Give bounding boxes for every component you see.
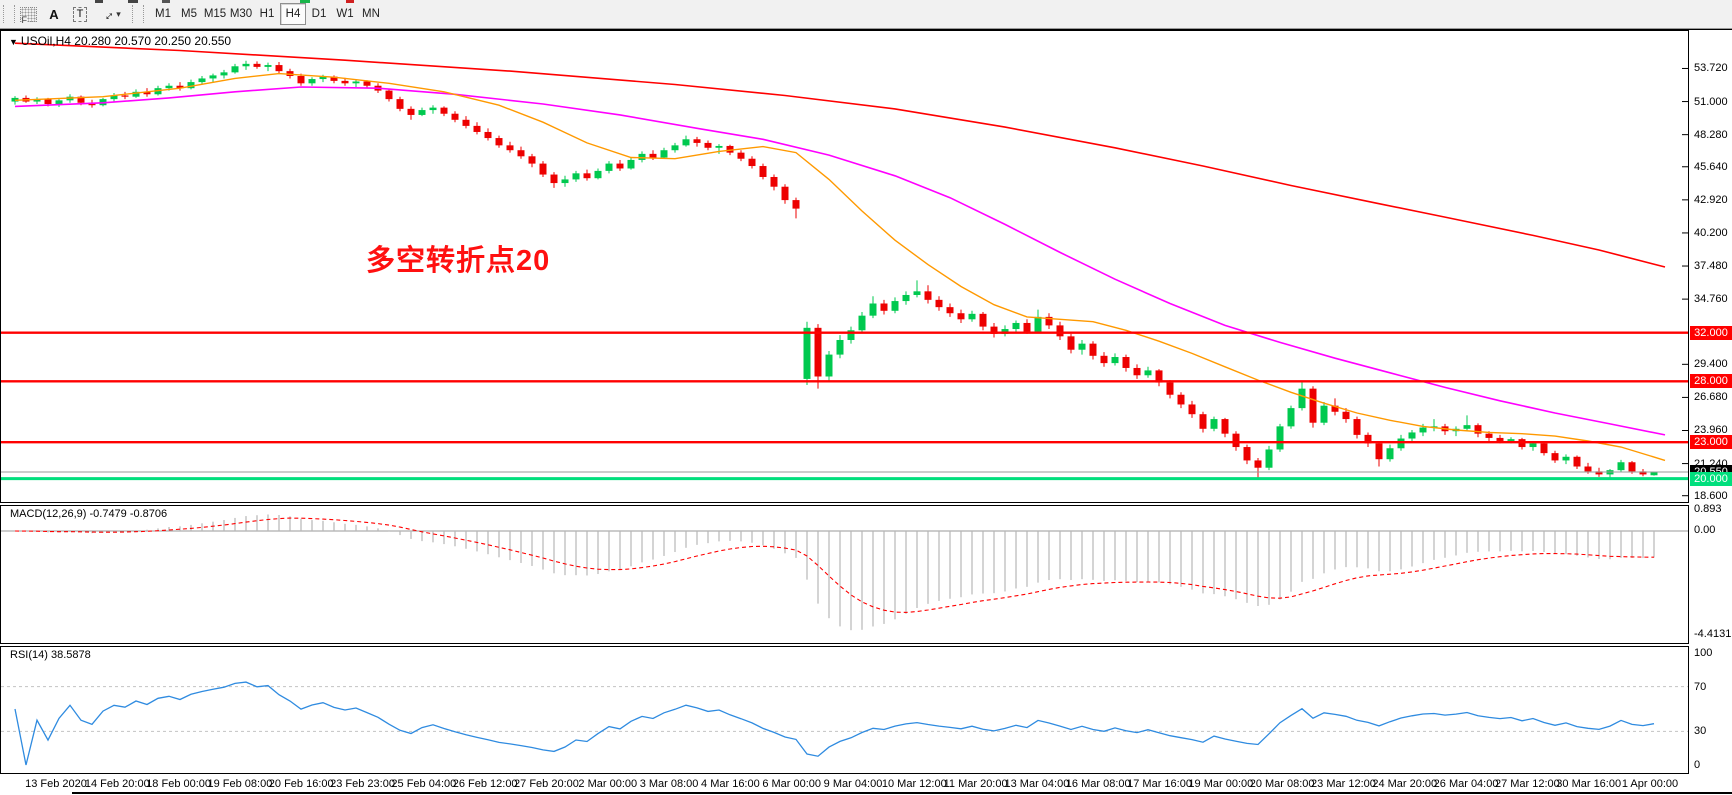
price-axis-tick: 40.200 <box>1694 226 1728 239</box>
time-axis-label: 13 Feb 2020 <box>25 778 87 790</box>
chart-annotation-text[interactable]: 多空转折点20 <box>366 245 551 277</box>
grid-icon: F <box>19 6 37 24</box>
price-axis-tick: 37.480 <box>1694 260 1728 273</box>
time-axis-label: 19 Feb 08:00 <box>207 778 273 790</box>
chevron-down-icon: ▾ <box>116 8 121 19</box>
ohlc-values: 20.280 20.570 20.250 20.550 <box>74 34 232 48</box>
time-axis-label: 20 Feb 16:00 <box>268 778 334 790</box>
time-axis-label: 16 Mar 08:00 <box>1065 778 1131 790</box>
symbol-label: USOil,H4 <box>20 34 71 48</box>
text-box-icon: T <box>72 6 88 22</box>
price-axis-tick: 53.720 <box>1694 62 1728 75</box>
rsi-panel[interactable]: RSI(14) 38.5878 <box>0 646 1689 774</box>
text-a-icon: A <box>49 6 59 22</box>
cutoff-fragment <box>300 0 310 3</box>
time-axis-label: 13 Mar 04:00 <box>1004 778 1070 790</box>
price-axis-tick: 51.000 <box>1694 95 1728 108</box>
macd-axis-tick: 0.00 <box>1694 524 1716 536</box>
time-axis-label: 17 Mar 16:00 <box>1127 778 1192 790</box>
hline-price-badge: 23.000 <box>1690 435 1732 450</box>
diagonal-arrows-icon: ↔ <box>97 4 118 24</box>
timeframe-button-m1[interactable]: M1 <box>155 8 171 20</box>
cutoff-fragment <box>162 0 170 3</box>
time-axis-label: 1 Apr 00:00 <box>1621 778 1679 790</box>
macd-chart[interactable] <box>1 506 1688 643</box>
cutoff-fragment <box>95 0 103 3</box>
time-axis-label: 26 Mar 04:00 <box>1433 778 1499 790</box>
time-axis-label: 19 Mar 00:00 <box>1188 778 1254 790</box>
toolbar-drag-handle[interactable] <box>3 5 15 23</box>
time-axis-label: 23 Mar 12:00 <box>1311 778 1376 790</box>
timeframe-group: M1 M5 M15 M30 H1 H4 D1 W1 MN <box>150 3 384 25</box>
time-axis-label: 9 Mar 04:00 <box>823 778 883 790</box>
rsi-axis-tick: 0 <box>1694 759 1701 771</box>
price-axis-tick: 29.400 <box>1694 358 1728 371</box>
time-axis-label: 23 Feb 23:00 <box>330 778 395 790</box>
rsi-label: RSI(14) 38.5878 <box>10 649 91 661</box>
price-axis-tick: 45.640 <box>1694 160 1728 173</box>
hline-price-badge: 20.000 <box>1690 471 1732 486</box>
timeframe-button-m15[interactable]: M15 <box>203 8 227 20</box>
time-axis-label: 25 Feb 04:00 <box>391 778 457 790</box>
main-chart-panel[interactable]: ▼ USOil,H4 20.280 20.570 20.250 20.550 多空… <box>0 30 1689 503</box>
toolbar: F A T ↔ ▾ M1 M5 M15 M30 H1 H4 D1 W1 MN <box>0 0 1732 29</box>
price-axis-tick: 21.240 <box>1694 457 1728 470</box>
timeframe-button-d1[interactable]: D1 <box>311 8 327 20</box>
current-price-badge: 20.550 <box>1690 464 1732 479</box>
macd-panel[interactable]: MACD(12,26,9) -0.7479 -0.8706 <box>0 505 1689 644</box>
chart-grid-button[interactable]: F <box>16 3 40 25</box>
bottom-border <box>72 792 1732 794</box>
symbol-dropdown-icon: ▼ <box>9 37 18 47</box>
timeframe-button-m5[interactable]: M5 <box>181 8 197 20</box>
text-label-button[interactable]: A <box>42 3 66 25</box>
time-axis-label: 10 Mar 12:00 <box>881 778 947 790</box>
timeframe-button-m30[interactable]: M30 <box>229 8 253 20</box>
rsi-chart[interactable] <box>1 647 1688 773</box>
price-axis-tick: 18.600 <box>1694 489 1728 502</box>
toolbar-drag-handle[interactable] <box>132 5 144 23</box>
price-axis-tick: 48.280 <box>1694 128 1728 141</box>
cutoff-fragment <box>128 0 138 3</box>
time-axis[interactable]: 13 Feb 2020 14 Feb 20:00 18 Feb 00:00 19 Fe… <box>0 774 1732 795</box>
time-axis-label: 4 Mar 16:00 <box>701 778 760 790</box>
time-axis-label: 30 Mar 16:00 <box>1556 778 1622 790</box>
macd-axis-tick: 0.893 <box>1694 502 1722 515</box>
price-axis-tick: 26.680 <box>1694 391 1728 404</box>
cursor-arrows-button[interactable]: ↔ ▾ <box>94 3 128 25</box>
rsi-axis-tick: 100 <box>1694 647 1713 659</box>
time-axis-label: 6 Mar 00:00 <box>762 778 822 790</box>
timeframe-button-w1[interactable]: W1 <box>336 8 354 20</box>
price-axis-tick: 34.760 <box>1694 293 1728 306</box>
candlestick-chart[interactable] <box>1 31 1688 502</box>
time-axis-label: 11 Mar 20:00 <box>943 778 1008 790</box>
time-axis-label: 2 Mar 00:00 <box>578 778 638 790</box>
time-axis-label: 20 Mar 08:00 <box>1249 778 1315 790</box>
price-axis-tick: 42.920 <box>1694 193 1728 206</box>
hline-price-badge: 32.000 <box>1690 325 1732 340</box>
rsi-axis-tick: 70 <box>1694 680 1707 693</box>
time-axis-label: 26 Feb 12:00 <box>452 778 518 790</box>
timeframe-button-h1[interactable]: H1 <box>259 8 275 20</box>
chart-title: ▼ USOil,H4 20.280 20.570 20.250 20.550 <box>9 34 231 48</box>
macd-axis-tick: -4.4131 <box>1694 627 1732 640</box>
time-axis-label: 27 Mar 12:00 <box>1494 778 1560 790</box>
hline-price-badge: 28.000 <box>1690 374 1732 389</box>
time-axis-label: 3 Mar 08:00 <box>639 778 699 790</box>
timeframe-button-h4[interactable]: H4 <box>280 3 306 25</box>
time-axis-label: 18 Feb 00:00 <box>146 778 212 790</box>
time-axis-label: 24 Mar 20:00 <box>1372 778 1438 790</box>
price-axis-tick: 23.960 <box>1694 424 1728 437</box>
chart-window: ▼ USOil,H4 20.280 20.570 20.250 20.550 多空… <box>0 29 1732 794</box>
timeframe-button-mn[interactable]: MN <box>362 8 380 20</box>
cutoff-fragment <box>346 0 354 3</box>
text-box-button[interactable]: T <box>68 3 92 25</box>
time-axis-label: 14 Feb 20:00 <box>84 778 150 790</box>
time-axis-label: 27 Feb 20:00 <box>514 778 579 790</box>
macd-label: MACD(12,26,9) -0.7479 -0.8706 <box>10 508 168 520</box>
rsi-axis-tick: 30 <box>1694 725 1707 738</box>
